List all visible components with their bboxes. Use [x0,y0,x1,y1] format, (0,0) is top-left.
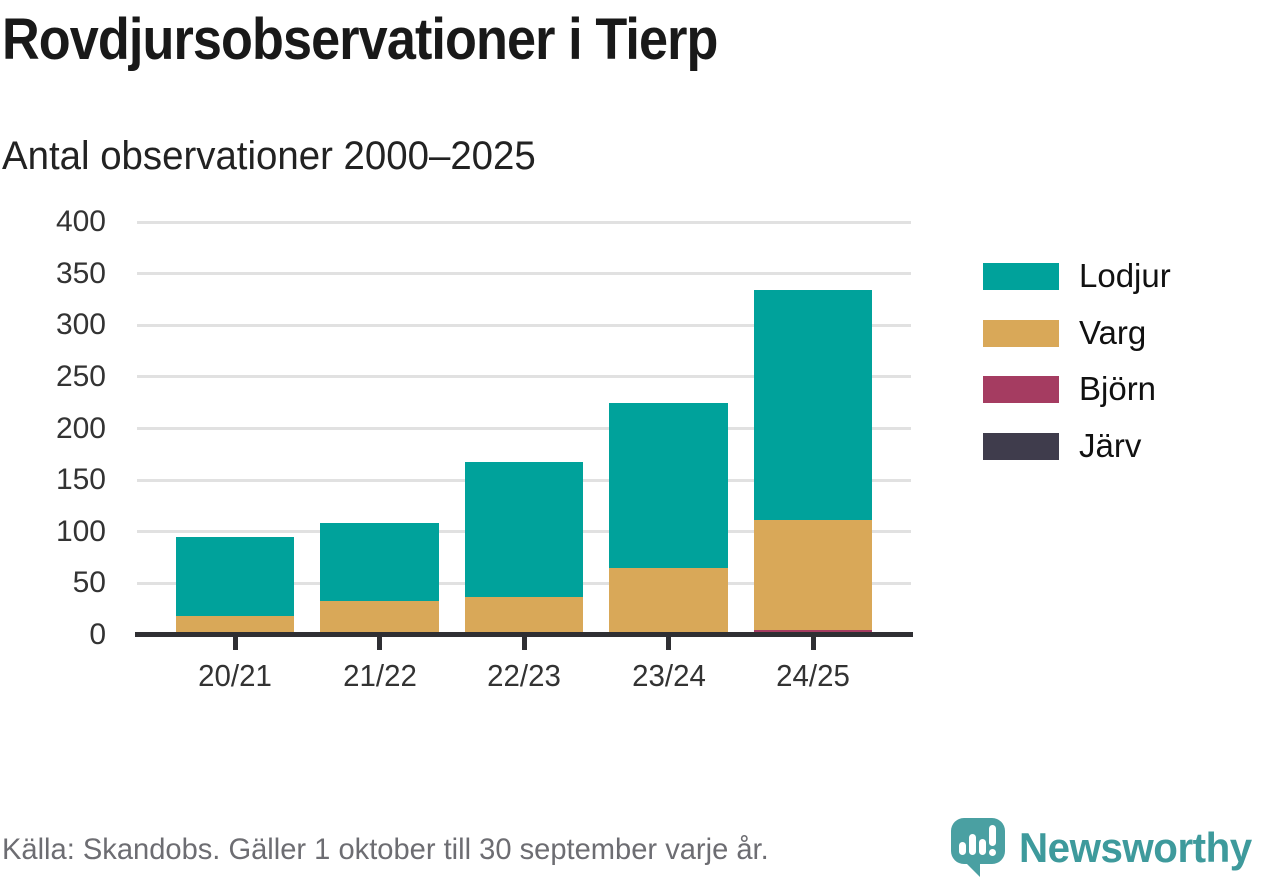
x-axis-baseline [135,632,913,637]
bar-segment-varg [753,520,873,630]
x-axis-tick [521,637,527,650]
bar-segment-lodjur [464,461,584,597]
legend-label-varg: Varg [1079,313,1147,351]
y-axis-label: 250 [55,359,106,393]
bar-segment-varg [175,616,295,635]
y-axis-label: 150 [55,463,106,497]
y-axis-label: 0 [89,618,106,651]
bar-segment-lodjur [175,536,295,617]
bar-segment-lodjur [753,290,873,521]
gridline [137,375,911,379]
legend-label-lodjur: Lodjur [1079,257,1171,294]
x-axis-label: 20/21 [198,658,272,693]
y-axis-label: 350 [55,256,106,290]
y-axis-label: 100 [55,514,106,548]
x-axis-label: 22/23 [487,658,561,693]
brand: Newsworthy [948,817,1261,879]
legend-swatch-björn [983,376,1059,404]
x-axis-tick [232,637,238,650]
y-axis-label: 300 [55,308,106,342]
chart-subtitle: Antal observationer 2000–2025 [2,134,536,178]
source-text: Källa: Skandobs. Gäller 1 oktober till 3… [2,833,769,866]
gridline [137,323,911,327]
x-axis-tick [666,637,671,650]
y-axis-label: 200 [55,411,106,445]
bar-segment-björn [753,629,873,632]
bar-segment-lodjur [609,402,728,568]
legend-swatch-järv [983,432,1059,460]
gridline [137,427,911,430]
bar-segment-varg [320,600,439,633]
bar-segment-varg [464,596,584,633]
x-axis-label: 21/22 [342,658,417,693]
x-axis-tick [377,637,382,650]
x-axis-label: 23/24 [631,658,706,693]
x-axis-tick [810,637,816,650]
newsworthy-logo-icon [951,818,1005,877]
x-axis-label: 24/25 [776,658,850,693]
brand-name: Newsworthy [1019,824,1252,871]
bar-segment-varg [609,567,728,632]
legend-swatch-varg [983,319,1059,347]
legend-label-björn: Björn [1079,370,1157,408]
gridline [137,272,911,276]
legend-swatch-lodjur [983,263,1059,290]
y-axis-label: 400 [55,205,106,238]
bar-segment-lodjur [320,523,439,601]
y-axis-label: 50 [72,566,106,600]
legend-label-järv: Järv [1079,426,1142,464]
gridline [137,220,911,224]
chart-title: Rovdjursobservationer i Tierp [2,7,718,72]
